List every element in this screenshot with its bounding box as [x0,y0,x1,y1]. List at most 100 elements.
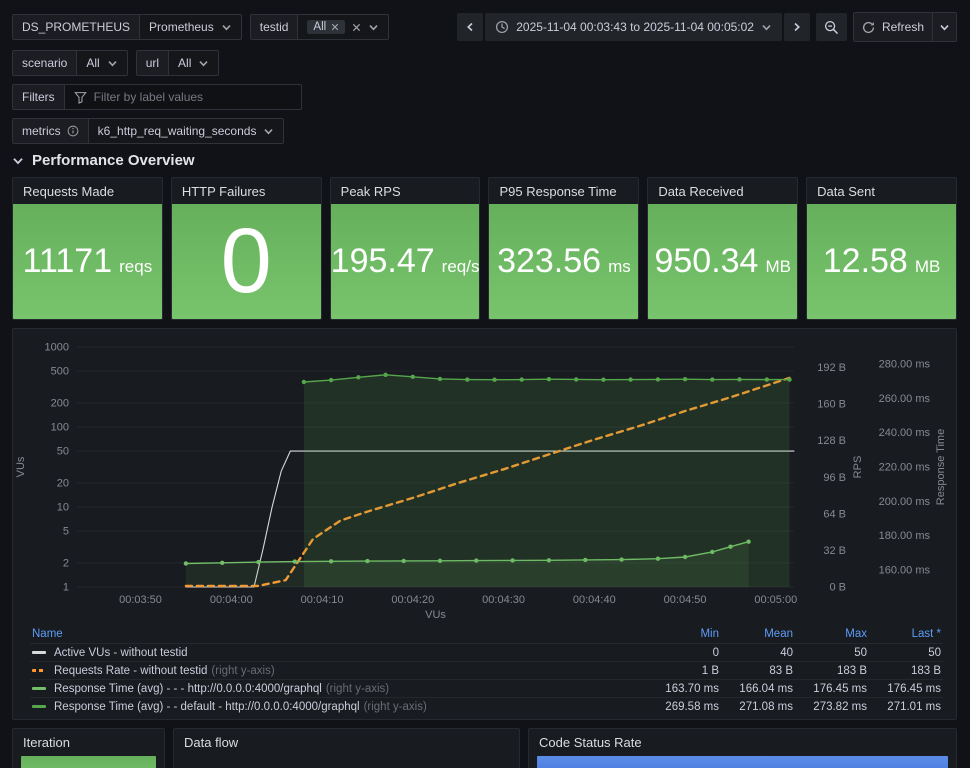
datasource-variable: DS_PROMETHEUS Prometheus [12,14,242,40]
stat-panel-title[interactable]: P95 Response Time [489,178,638,204]
legend-col-mean[interactable]: Mean [764,628,793,640]
legend-max-value: 50 [854,646,867,659]
series-name[interactable]: Requests Rate - without testid [54,664,208,677]
svg-text:200.00 ms: 200.00 ms [879,496,931,508]
stat-value: 195.47 [330,242,435,280]
stat-value-wrap: 195.47 req/s [331,242,480,281]
legend-col-last[interactable]: Last * [911,628,941,640]
url-select[interactable]: All [168,50,220,76]
legend-mean-value: 83 B [769,664,793,677]
time-shift-back-button[interactable] [457,13,484,41]
chevron-down-icon [761,22,772,33]
datasource-select[interactable]: Prometheus [139,14,242,40]
refresh-button[interactable]: Refresh [853,13,932,41]
filter-funnel-icon [73,91,87,104]
legend-mean-value: 271.08 ms [739,700,793,713]
series-name[interactable]: Response Time (avg) - - - http://0.0.0.0… [54,682,322,695]
series-name[interactable]: Active VUs - without testid [54,646,188,659]
data-flow-panel: Data flow [173,728,520,768]
legend-row[interactable]: Requests Rate - without testid (right y-a… [30,661,943,680]
time-shift-forward-button[interactable] [783,13,810,41]
section-title: Performance Overview [32,152,195,169]
series-axis-note: (right y-axis) [363,700,427,713]
legend-last-value: 176.45 ms [887,682,941,695]
legend-min-value: 163.70 ms [665,682,719,695]
filters-variable: Filters [12,84,302,110]
svg-text:500: 500 [51,366,69,378]
panel-title-data-flow[interactable]: Data flow [174,729,519,755]
stat-panel-title[interactable]: Requests Made [13,178,162,204]
metrics-variable: metrics k6_http_req_waiting_seconds [12,118,285,144]
testid-chip-label: All [313,21,327,33]
panel-title-code-status-rate[interactable]: Code Status Rate [529,729,956,755]
stat-panel-title[interactable]: Data Sent [807,178,956,204]
legend-col-min[interactable]: Min [700,628,719,640]
svg-text:128 B: 128 B [817,435,846,447]
section-performance-overview[interactable]: Performance Overview [12,152,957,169]
stat-title-text: P95 Response Time [499,183,617,199]
legend-table: Name Min Mean Max Last * Active VUs - wi… [30,627,943,715]
legend-max-value: 273.82 ms [813,700,867,713]
legend-col-name[interactable]: Name [32,628,63,640]
timeseries-chart[interactable]: 1 2 5 10 20 50 100 200 500 1000 0 B 32 B 64 B 96 B 128… [14,335,955,625]
metrics-value: k6_http_req_waiting_seconds [97,124,257,138]
stat-panel-title[interactable]: HTTP Failures [172,178,321,204]
stat-value: 950.34 [654,242,759,280]
code-status-rate-panel-body [537,756,948,768]
legend-row[interactable]: Response Time (avg) - - default - http:/… [30,697,943,716]
series-name[interactable]: Response Time (avg) - - default - http:/… [54,700,360,713]
url-label: url [135,50,169,76]
stat-panel: Data Sent 12.58 MB [806,177,957,320]
clock-icon [495,20,509,34]
svg-text:160 B: 160 B [817,399,846,411]
panel-title-text: Iteration [23,734,70,750]
legend-row[interactable]: Active VUs - without testid 0 40 50 50 [30,643,943,662]
refresh-label: Refresh [881,20,924,34]
legend-row[interactable]: Response Time (avg) - - - http://0.0.0.0… [30,679,943,698]
stat-panel-title[interactable]: Peak RPS [331,178,480,204]
svg-text:220.00 ms: 220.00 ms [879,462,931,474]
stat-value: 323.56 [497,242,602,280]
metrics-label-text: metrics [22,124,61,138]
remove-chip-icon[interactable] [331,23,339,31]
stat-panel: Peak RPS 195.47 req/s [329,177,481,320]
svg-text:00:04:20: 00:04:20 [391,594,434,606]
time-range-picker[interactable]: 2025-11-04 00:03:43 to 2025-11-04 00:05:… [485,13,782,41]
refresh-icon [862,21,875,34]
panel-title-text: Data flow [184,734,239,750]
svg-text:240.00 ms: 240.00 ms [879,427,931,439]
stat-panel-body: 323.56 ms [489,204,639,319]
url-label-text: url [145,56,160,70]
filter-input[interactable] [93,90,292,104]
panel-title-iteration[interactable]: Iteration [13,729,164,755]
stat-title-text: Requests Made [23,183,115,199]
legend-mean-value: 166.04 ms [739,682,793,695]
testid-select[interactable]: All [297,14,390,40]
toolbar-row-3: Filters [12,84,957,110]
stat-value-wrap: 323.56 ms [497,242,631,281]
svg-text:00:03:50: 00:03:50 [119,594,162,606]
chevron-down-icon [368,22,379,33]
metrics-select[interactable]: k6_http_req_waiting_seconds [87,118,285,144]
clear-selection-icon[interactable] [352,23,361,32]
filters-input-box [63,84,302,110]
refresh-group: Refresh [852,12,957,42]
svg-text:VUs: VUs [425,609,446,621]
time-range-text: 2025-11-04 00:03:43 to 2025-11-04 00:05:… [516,20,754,34]
refresh-interval-dropdown[interactable] [932,13,956,41]
timeseries-panel: 1 2 5 10 20 50 100 200 500 1000 0 B 32 B 64 B 96 B 128… [12,328,957,720]
scenario-select[interactable]: All [76,50,128,76]
scenario-variable: scenario All [12,50,128,76]
testid-chip-all[interactable]: All [307,20,346,34]
stats-row: Requests Made 11171 reqs HTTP Failures 0… [12,177,957,320]
svg-text:192 B: 192 B [817,362,846,374]
stat-title-text: Data Received [658,183,744,199]
iteration-panel-body [21,756,156,768]
svg-text:200: 200 [51,397,69,409]
info-icon[interactable] [67,125,79,137]
legend-col-max[interactable]: Max [845,628,867,640]
bottom-row: Iteration Data flow Code Status Rate [12,728,957,768]
zoom-out-button[interactable] [815,13,847,41]
stat-panel-title[interactable]: Data Received [648,178,797,204]
